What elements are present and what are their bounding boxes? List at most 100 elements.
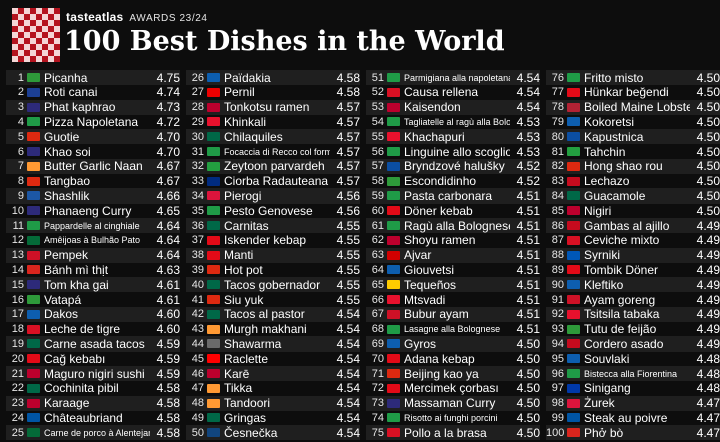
dish-row: 18 Leche de tigre 4.60 — [6, 322, 180, 337]
country-flag-icon — [567, 280, 580, 290]
dish-row: 39 Hot pot 4.55 — [186, 262, 360, 277]
dish-name: Siu yuk — [224, 292, 264, 307]
country-flag-icon — [27, 73, 40, 83]
dish-rank: 77 — [551, 86, 564, 99]
dish-name: Maguro nigiri sushi — [44, 366, 145, 381]
country-flag-icon — [567, 102, 580, 112]
dish-score: 4.49 — [696, 292, 720, 307]
dish-score: 4.54 — [336, 307, 360, 322]
dish-name: Raclette — [224, 351, 269, 366]
dish-rank: 16 — [11, 293, 24, 306]
dish-name: Souvlaki — [584, 351, 630, 366]
dish-rank: 53 — [371, 101, 384, 114]
ranking-column: 1 Picanha 4.75 2 Roti canai 4.74 3 Phat kaphrao… — [6, 70, 180, 441]
dish-rank: 55 — [371, 130, 384, 143]
country-flag-icon — [567, 87, 580, 97]
dish-row: 10 Phanaeng Curry 4.65 — [6, 203, 180, 218]
country-flag-icon — [567, 161, 580, 171]
dish-row: 96 Bistecca alla Fiorentina 4.48 — [546, 366, 720, 382]
country-flag-icon — [27, 324, 40, 334]
dish-score: 4.63 — [156, 262, 180, 277]
dish-name: Ajvar — [404, 248, 432, 263]
dish-rank: 44 — [191, 337, 204, 350]
dish-rank: 98 — [551, 397, 564, 410]
dish-score: 4.73 — [156, 100, 180, 115]
dish-row: 49 Gringas 4.54 — [186, 410, 360, 425]
dish-name: Mtsvadi — [404, 292, 446, 307]
country-flag-icon — [27, 398, 40, 408]
dish-rank: 91 — [551, 293, 564, 306]
country-flag-icon — [387, 369, 400, 379]
dish-score: 4.54 — [336, 351, 360, 366]
dish-row: 25 Carne de porco à Alentejana 4.58 — [6, 425, 180, 441]
dish-rank: 22 — [11, 382, 24, 395]
country-flag-icon — [387, 309, 400, 319]
ranking-column: 76 Fritto misto 4.50 77 Hünkar beğendi 4.50 78… — [546, 70, 720, 441]
dish-score: 4.75 — [156, 70, 180, 85]
country-flag-icon — [207, 132, 220, 142]
dish-score: 4.65 — [156, 203, 180, 218]
country-flag-icon — [387, 354, 400, 364]
dish-score: 4.51 — [516, 188, 540, 203]
dish-score: 4.47 — [696, 410, 720, 425]
dish-row: 31 Focaccia di Recco col formaggio 4.57 — [186, 144, 360, 159]
country-flag-icon — [27, 147, 40, 157]
dish-score: 4.50 — [696, 159, 720, 174]
dish-rank: 70 — [371, 352, 384, 365]
dish-score: 4.49 — [696, 322, 720, 337]
dish-row: 29 Khinkali 4.57 — [186, 114, 360, 129]
country-flag-icon — [567, 221, 580, 231]
dish-score: 4.58 — [336, 85, 360, 100]
country-flag-icon — [207, 250, 220, 260]
dish-row: 94 Cordero asado 4.49 — [546, 336, 720, 352]
dish-score: 4.55 — [336, 233, 360, 248]
dish-row: 97 Sinigang 4.48 — [546, 381, 720, 396]
dish-score: 4.54 — [336, 322, 360, 337]
dish-rank: 28 — [191, 101, 204, 114]
dish-rank: 3 — [17, 101, 24, 114]
dish-row: 93 Tutu de feijão 4.49 — [546, 322, 720, 337]
dish-row: 83 Lechazo 4.50 — [546, 174, 720, 189]
dish-score: 4.58 — [156, 410, 180, 425]
dish-score: 4.60 — [156, 307, 180, 322]
country-flag-icon — [387, 191, 400, 201]
dish-row: 73 Massaman Curry 4.50 — [366, 395, 540, 411]
dish-score: 4.49 — [696, 218, 720, 233]
dish-score: 4.50 — [516, 425, 540, 440]
dish-row: 98 Żurek 4.47 — [546, 395, 720, 411]
dish-score: 4.59 — [156, 351, 180, 366]
country-flag-icon — [207, 73, 220, 83]
dish-row: 71 Beijing kao ya 4.50 — [366, 366, 540, 382]
dish-score: 4.59 — [156, 366, 180, 381]
dish-name: Risotto ai funghi porcini — [404, 412, 498, 423]
dish-name: Shashlik — [44, 188, 90, 203]
dish-name: Giouvetsi — [404, 262, 455, 277]
dish-rank: 82 — [551, 160, 564, 173]
dish-name: Leche de tigre — [44, 322, 121, 337]
dish-rank: 37 — [191, 234, 204, 247]
dish-rank: 60 — [371, 204, 384, 217]
dish-score: 4.57 — [336, 100, 360, 115]
country-flag-icon — [207, 413, 220, 423]
dish-score: 4.56 — [336, 188, 360, 203]
dish-name: Kapustnica — [584, 129, 644, 144]
dish-name: Shawarma — [224, 336, 282, 351]
country-flag-icon — [207, 102, 220, 112]
dish-row: 57 Bryndzové halušky 4.52 — [366, 158, 540, 174]
dish-name: Manti — [224, 248, 254, 263]
dish-score: 4.55 — [336, 218, 360, 233]
dish-rank: 73 — [371, 397, 384, 410]
dish-row: 59 Pasta carbonara 4.51 — [366, 188, 540, 204]
dish-score: 4.50 — [696, 129, 720, 144]
country-flag-icon — [27, 87, 40, 97]
dish-row: 12 Amêijoas à Bulhão Pato 4.64 — [6, 233, 180, 248]
country-flag-icon — [27, 413, 40, 423]
dish-row: 76 Fritto misto 4.50 — [546, 70, 720, 86]
dish-score: 4.61 — [156, 277, 180, 292]
dish-score: 4.66 — [156, 188, 180, 203]
dish-row: 17 Dakos 4.60 — [6, 306, 180, 322]
dish-rank: 85 — [551, 204, 564, 217]
dish-score: 4.49 — [696, 307, 720, 322]
dish-score: 4.50 — [516, 366, 540, 381]
dish-rank: 18 — [11, 323, 24, 336]
